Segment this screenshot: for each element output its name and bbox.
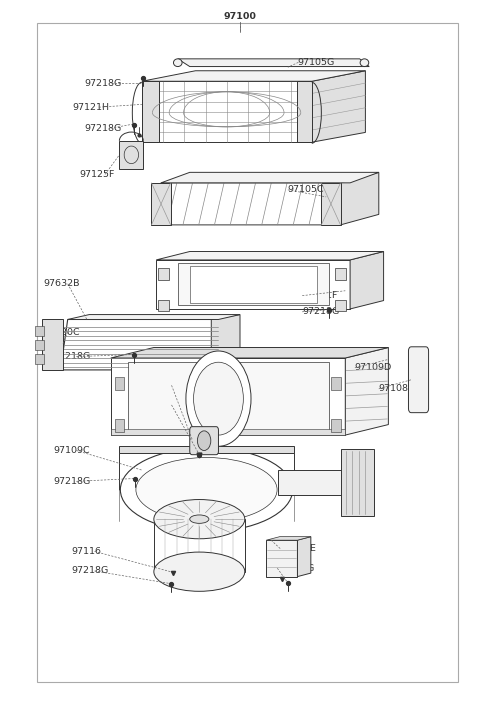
Text: 97218G: 97218G xyxy=(277,564,314,573)
Polygon shape xyxy=(345,347,388,435)
Text: 97218G: 97218G xyxy=(149,400,186,409)
FancyBboxPatch shape xyxy=(408,347,429,413)
Polygon shape xyxy=(142,81,158,143)
Polygon shape xyxy=(340,173,379,225)
Polygon shape xyxy=(190,265,317,303)
Text: 97620C: 97620C xyxy=(44,328,80,336)
Polygon shape xyxy=(111,358,345,435)
Text: 97155F: 97155F xyxy=(149,380,184,390)
Text: 97100: 97100 xyxy=(224,12,256,20)
Ellipse shape xyxy=(120,448,293,531)
Circle shape xyxy=(197,431,211,451)
Ellipse shape xyxy=(173,59,182,67)
Polygon shape xyxy=(161,173,379,183)
Text: 97105G: 97105G xyxy=(298,58,335,67)
Text: 97109D: 97109D xyxy=(355,364,392,372)
Polygon shape xyxy=(60,319,218,370)
Polygon shape xyxy=(120,141,144,169)
Polygon shape xyxy=(312,71,365,143)
Text: 97121H: 97121H xyxy=(72,102,109,112)
Polygon shape xyxy=(211,314,240,370)
Text: 97176E: 97176E xyxy=(280,544,316,553)
Polygon shape xyxy=(322,183,340,225)
Polygon shape xyxy=(178,263,328,305)
Text: 97218G: 97218G xyxy=(53,477,91,486)
Circle shape xyxy=(186,351,251,446)
Polygon shape xyxy=(178,59,369,67)
Text: 97218G: 97218G xyxy=(72,567,109,576)
Text: 97108E: 97108E xyxy=(379,384,415,393)
Bar xyxy=(331,377,340,390)
Polygon shape xyxy=(142,81,312,143)
Text: 97125F: 97125F xyxy=(80,170,115,179)
Polygon shape xyxy=(340,449,374,516)
Bar xyxy=(335,268,346,279)
Text: 97218G: 97218G xyxy=(53,352,91,361)
Bar xyxy=(35,326,44,336)
Text: 97218G: 97218G xyxy=(84,79,122,88)
Ellipse shape xyxy=(360,59,369,67)
FancyBboxPatch shape xyxy=(190,427,218,455)
Text: 97121F: 97121F xyxy=(302,291,337,300)
Ellipse shape xyxy=(154,500,245,538)
Polygon shape xyxy=(298,536,311,576)
Text: 97218G: 97218G xyxy=(84,124,122,133)
Polygon shape xyxy=(68,314,240,319)
Polygon shape xyxy=(111,430,345,435)
Polygon shape xyxy=(278,470,360,495)
Bar xyxy=(157,300,169,311)
Polygon shape xyxy=(119,446,294,453)
Ellipse shape xyxy=(136,458,277,522)
Bar xyxy=(115,419,124,432)
Bar xyxy=(36,23,458,682)
Text: 97632B: 97632B xyxy=(44,279,80,289)
Ellipse shape xyxy=(190,515,209,524)
Bar xyxy=(157,268,169,279)
Polygon shape xyxy=(111,347,388,358)
Polygon shape xyxy=(152,183,350,225)
Polygon shape xyxy=(42,319,63,370)
Bar xyxy=(35,354,44,364)
Circle shape xyxy=(193,362,243,435)
Polygon shape xyxy=(142,71,365,81)
Polygon shape xyxy=(152,183,170,225)
Bar xyxy=(35,340,44,350)
Polygon shape xyxy=(156,260,350,309)
Polygon shape xyxy=(266,540,298,576)
Bar xyxy=(115,377,124,390)
Text: 97116: 97116 xyxy=(72,547,102,556)
Text: 97105C: 97105C xyxy=(288,185,324,194)
Polygon shape xyxy=(298,81,312,143)
Polygon shape xyxy=(154,519,245,571)
Polygon shape xyxy=(156,251,384,260)
Text: 97109C: 97109C xyxy=(53,446,90,455)
Ellipse shape xyxy=(154,552,245,591)
Bar xyxy=(335,300,346,311)
Text: 97218G: 97218G xyxy=(302,307,339,317)
Bar xyxy=(331,419,340,432)
Polygon shape xyxy=(350,251,384,309)
Polygon shape xyxy=(266,536,311,540)
Polygon shape xyxy=(128,362,328,432)
